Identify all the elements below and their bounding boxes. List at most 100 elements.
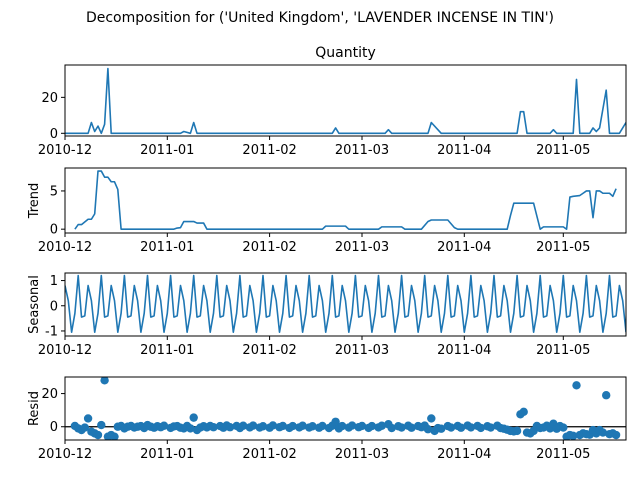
x-tick-label: 2011-05 — [536, 143, 590, 158]
x-tick-label: 2011-05 — [536, 343, 590, 358]
series-group — [74, 170, 617, 230]
resid-point — [189, 413, 198, 422]
panel-1: Quantity 0 20 2010-12 2011-01 2011-02 2011-03 2… — [38, 45, 627, 158]
x-tick-label: 2011-02 — [242, 143, 296, 158]
resid-point — [427, 414, 436, 423]
panel-frame — [64, 167, 627, 234]
resid-point — [519, 407, 528, 417]
resid-point — [602, 391, 611, 400]
resid-point — [186, 424, 195, 433]
x-tick-label: 2011-03 — [335, 447, 389, 462]
y-tick-label: 0 — [50, 420, 58, 435]
series-group — [65, 274, 626, 334]
resid-point — [209, 423, 218, 432]
series-group — [65, 67, 626, 135]
panel-frame — [64, 64, 627, 137]
y-tick-label: 1 — [50, 274, 58, 289]
resid-point — [159, 421, 169, 430]
y-tick-label: 0 — [50, 223, 58, 238]
resid-point — [377, 421, 386, 430]
y-tick-label: 20 — [41, 387, 58, 402]
resid-point — [239, 421, 248, 430]
resid-point — [248, 421, 258, 430]
y-axis-label: Resid — [27, 391, 42, 426]
x-tick-label: 2011-02 — [242, 447, 296, 462]
y-axis-label: Seasonal — [27, 275, 42, 334]
resid-point — [278, 421, 287, 431]
resid-point — [225, 423, 235, 432]
x-tick-label: 2011-05 — [536, 447, 590, 462]
x-tick-label: 2011-02 — [242, 343, 296, 358]
x-tick-label: 2011-01 — [140, 240, 194, 255]
resid-point — [569, 431, 578, 440]
x-tick-label: 2011-04 — [437, 143, 491, 158]
panels: Quantity 0 20 2010-12 2011-01 2011-02 2011-03 2… — [27, 45, 627, 462]
resid-point — [611, 430, 621, 440]
resid-point — [407, 423, 416, 432]
y-axis-label: Trend — [27, 183, 42, 220]
x-tick-label: 2011-02 — [242, 240, 296, 255]
resid-point — [80, 423, 90, 432]
resid-point — [423, 425, 433, 434]
y-tick-label: 0 — [50, 299, 58, 314]
x-tick-label: 2010-12 — [38, 447, 92, 462]
resid-point — [476, 423, 485, 433]
resid-point — [397, 423, 406, 432]
resid-point — [512, 426, 522, 436]
x-tick-label: 2010-12 — [38, 343, 92, 358]
x-tick-label: 2010-12 — [38, 143, 92, 158]
figure-title: Decomposition for ('United Kingdom', 'LA… — [86, 10, 554, 26]
resid-point — [387, 423, 396, 433]
panel-4: Resid 0 20 2010-12 2011-01 2011-02 2011-03 2011… — [27, 376, 627, 462]
resid-point — [331, 417, 340, 426]
x-tick-label: 2011-03 — [335, 343, 389, 358]
x-tick-label: 2011-03 — [335, 143, 389, 158]
panel-title: Quantity — [315, 45, 376, 61]
resid-point — [357, 421, 367, 431]
y-tick-label: 5 — [50, 184, 58, 199]
y-tick-label: -1 — [45, 324, 58, 339]
x-tick-label: 2011-01 — [140, 447, 194, 462]
y-tick-label: 0 — [50, 127, 58, 142]
seasonal-line — [65, 274, 626, 334]
resid-point — [100, 377, 109, 385]
panel-2: Trend 0 5 2010-12 2011-01 2011-02 2011-03 2011-… — [27, 167, 627, 255]
resid-point — [559, 423, 568, 432]
resid-point — [110, 432, 119, 440]
panel-frame — [64, 376, 627, 441]
resid-point — [338, 421, 347, 431]
x-tick-label: 2011-05 — [536, 240, 590, 255]
resid-point — [93, 430, 103, 440]
x-tick-label: 2011-01 — [140, 143, 194, 158]
resid-point — [308, 422, 317, 431]
resid-point — [446, 423, 456, 432]
resid-point — [258, 422, 268, 431]
x-tick-label: 2011-04 — [437, 343, 491, 358]
resid-point — [466, 423, 476, 432]
x-tick-label: 2011-01 — [140, 343, 194, 358]
resid-point — [347, 421, 357, 430]
series-line — [65, 67, 626, 135]
resid-point — [456, 423, 466, 432]
panel-3: Seasonal -1 0 1 2010-12 2011-01 2011-02 2011-03… — [27, 272, 627, 358]
resid-point — [598, 428, 608, 437]
resid-point — [288, 421, 297, 431]
resid-point — [97, 420, 106, 430]
panel-frame — [64, 272, 627, 337]
x-tick-label: 2010-12 — [38, 240, 92, 255]
x-tick-label: 2011-04 — [437, 240, 491, 255]
resid-point — [318, 421, 327, 431]
resid-point — [83, 414, 93, 423]
resid-point — [437, 424, 446, 433]
resid-point — [367, 421, 377, 431]
resid-point — [268, 421, 278, 430]
y-tick-label: 20 — [41, 91, 58, 106]
resid-point — [486, 423, 495, 432]
resid-point — [298, 421, 307, 430]
series-group — [70, 377, 621, 440]
resid-point — [572, 381, 581, 390]
x-tick-label: 2011-04 — [437, 447, 491, 462]
x-tick-label: 2011-03 — [335, 240, 389, 255]
series-line — [74, 170, 617, 230]
